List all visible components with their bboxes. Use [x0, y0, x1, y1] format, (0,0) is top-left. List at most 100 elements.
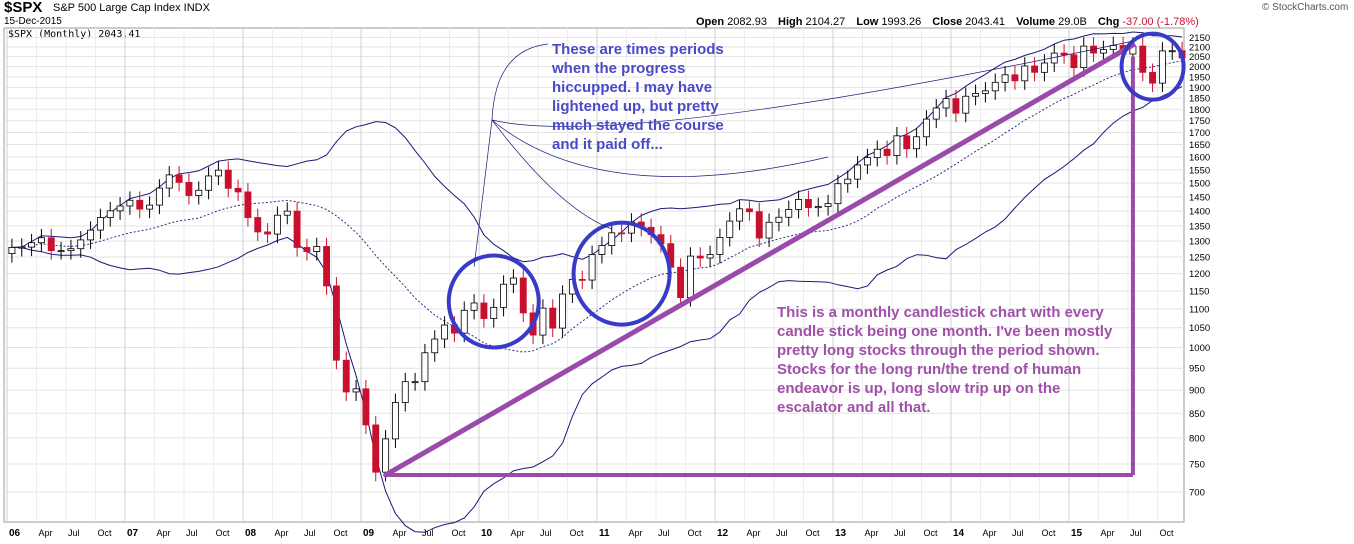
candle-body — [952, 98, 960, 114]
bb-upper-line — [11, 31, 1183, 263]
candle-body — [1070, 54, 1078, 69]
candle-body — [922, 118, 930, 138]
candle-body — [205, 175, 213, 191]
candle-body — [608, 232, 616, 246]
y-tick-label: 2000 — [1189, 62, 1210, 73]
candle-body — [421, 352, 429, 383]
leader-line — [491, 119, 829, 177]
x-tick-label: 11 — [599, 528, 610, 539]
candle-body — [480, 302, 488, 319]
candle-body — [844, 178, 852, 185]
candle-body — [372, 424, 380, 473]
x-tick-label: 14 — [953, 528, 965, 539]
candle-body — [1158, 50, 1166, 84]
candle-body — [785, 208, 793, 218]
candle-body — [382, 438, 390, 473]
series-legend: $SPX (Monthly) 2043.41 — [8, 29, 141, 40]
candle-body — [1040, 62, 1048, 73]
y-tick-label: 2150 — [1189, 33, 1210, 44]
x-tick-label: 12 — [717, 528, 729, 539]
candle-body — [1021, 65, 1029, 82]
bollinger-bands — [11, 31, 1183, 533]
x-tick-label: Apr — [629, 528, 643, 538]
candle-body — [431, 338, 439, 354]
chg-value: -37.00 (-1.78%) — [1122, 16, 1199, 28]
y-tick-label: 950 — [1189, 364, 1205, 375]
leader-line — [491, 43, 549, 121]
chart-date: 15-Dec-2015 — [4, 16, 62, 27]
annotation-monthly: This is a monthly candlestick chart with… — [777, 304, 1113, 416]
candle-body — [303, 247, 311, 252]
x-tick-label: Jul — [540, 528, 552, 538]
y-tick-label: 1200 — [1189, 269, 1210, 280]
candle-body — [1080, 45, 1088, 69]
open-value: 2082.93 — [727, 16, 767, 28]
x-tick-label: Oct — [1160, 528, 1175, 538]
x-tick-label: Oct — [924, 528, 939, 538]
candle-body — [765, 221, 773, 239]
candle-body — [932, 107, 940, 120]
candle-body — [57, 250, 65, 253]
candle-body — [37, 237, 45, 244]
candle-body — [195, 189, 203, 196]
y-tick-label: 1250 — [1189, 253, 1210, 264]
candle-body — [903, 135, 911, 150]
y-tick-label: 1150 — [1189, 286, 1209, 297]
y-tick-label: 800 — [1189, 433, 1205, 444]
x-tick-label: Oct — [1042, 528, 1057, 538]
y-tick-label: 850 — [1189, 409, 1205, 420]
candle-body — [981, 90, 989, 94]
bb-lower-line — [11, 86, 1183, 533]
x-tick-label: Jul — [894, 528, 906, 538]
x-tick-label: Apr — [393, 528, 407, 538]
candle-body — [775, 216, 783, 223]
candle-body — [460, 309, 468, 334]
candle-body — [618, 232, 626, 235]
candle-body — [509, 277, 517, 285]
candle-body — [549, 307, 557, 329]
annotation-drawings — [383, 31, 1186, 478]
chg-label: Chg — [1097, 16, 1120, 28]
y-tick-label: 1500 — [1189, 179, 1210, 190]
candle-body — [254, 217, 262, 233]
candle-body — [87, 229, 95, 241]
y-tick-label: 1050 — [1189, 323, 1210, 334]
copyright: © StockCharts.com — [1262, 2, 1349, 13]
candle-body — [18, 246, 26, 249]
x-tick-label: Oct — [806, 528, 821, 538]
x-tick-label: Jul — [68, 528, 80, 538]
low-label: Low — [856, 16, 879, 28]
candle-body — [8, 247, 16, 254]
candle-body — [804, 199, 812, 209]
x-tick-label: 07 — [127, 528, 139, 539]
y-axis: 700 750 800 850 900 950 1000 1050 1100 1150 1200 12… — [1189, 33, 1210, 499]
candle-body — [539, 307, 547, 336]
candle-body — [214, 169, 222, 177]
candle-body — [470, 302, 478, 311]
y-tick-label: 1100 — [1189, 304, 1209, 315]
candle-body — [441, 324, 449, 340]
candle-body — [913, 136, 921, 150]
candle-body — [1109, 45, 1117, 50]
y-tick-label: 2100 — [1189, 42, 1210, 53]
candle-body — [136, 199, 144, 210]
candle-body — [883, 148, 891, 156]
hiccup-circle — [446, 253, 541, 350]
x-tick-label: Apr — [157, 528, 171, 538]
candle-body — [873, 148, 881, 158]
x-tick-label: Oct — [570, 528, 585, 538]
candle-body — [814, 206, 822, 209]
hiccup-circle — [1119, 31, 1186, 102]
candle-body — [352, 388, 360, 393]
x-tick-label: Apr — [511, 528, 525, 538]
x-tick-label: Oct — [688, 528, 703, 538]
ohlc-readout: Open 2082.93 High 2104.27 Low 1993.26 Cl… — [696, 16, 1199, 28]
y-tick-label: 1950 — [1189, 72, 1210, 83]
y-tick-label: 1400 — [1189, 207, 1210, 218]
volume-label: Volume — [1016, 16, 1056, 28]
high-value: 2104.27 — [805, 16, 846, 28]
candle-body — [1031, 65, 1039, 73]
y-tick-label: 1850 — [1189, 94, 1210, 105]
candle-body — [519, 277, 527, 314]
candle-body — [755, 211, 763, 239]
